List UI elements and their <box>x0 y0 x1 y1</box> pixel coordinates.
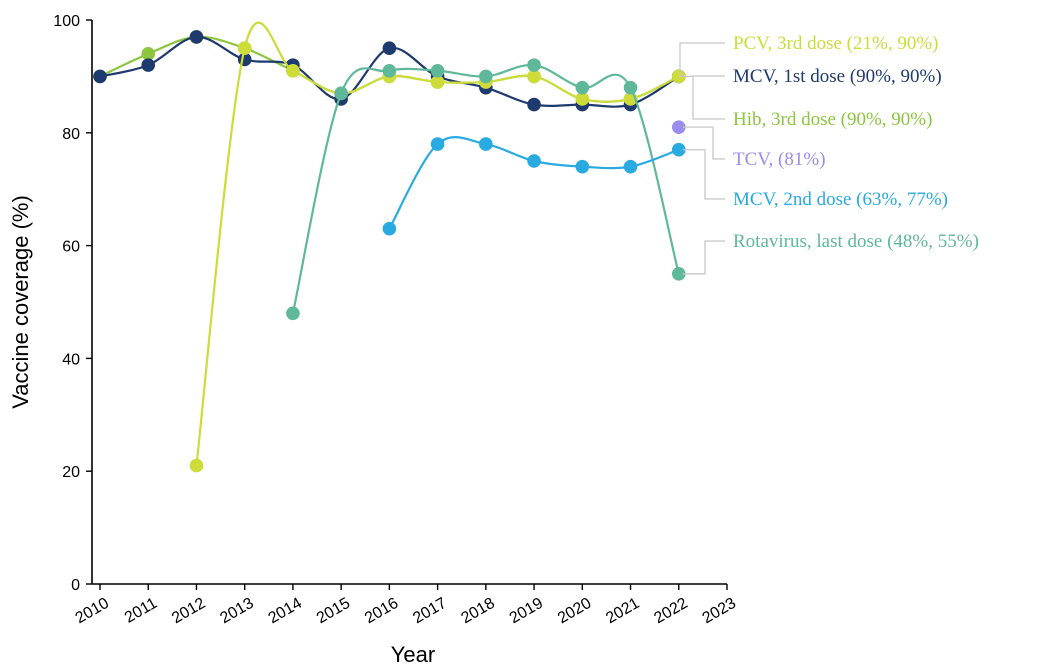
data-point <box>334 86 348 101</box>
x-tick-label: 2014 <box>266 595 305 628</box>
series-tcv <box>671 120 686 134</box>
data-point <box>382 63 397 78</box>
x-tick-label: 2013 <box>217 595 256 628</box>
data-point <box>93 69 107 84</box>
x-axis-title: Year <box>391 642 435 667</box>
x-tick-label: 2012 <box>169 595 208 628</box>
series-label-pcv-3rd-dose: PCV, 3rd dose (21%, 90%) <box>733 33 938 54</box>
x-tick-label: 2019 <box>507 595 546 628</box>
x-tick-label: 2010 <box>73 595 112 628</box>
series-label-rotavirus-last-dose: Rotavirus, last dose (48%, 55%) <box>733 231 979 252</box>
data-point <box>527 58 541 72</box>
y-tick-label: 40 <box>62 351 80 368</box>
data-point <box>671 142 686 157</box>
x-tick-label: 2023 <box>700 595 739 628</box>
series-pcv-3rd-dose <box>189 21 686 473</box>
data-point <box>141 47 156 61</box>
data-point <box>430 75 445 89</box>
label-leader-line <box>679 42 725 78</box>
x-tick-label: 2017 <box>410 595 449 628</box>
label-leader-line <box>682 126 725 160</box>
data-point <box>623 80 638 95</box>
series-lines <box>93 21 686 473</box>
data-point <box>575 80 590 95</box>
data-point <box>430 63 445 78</box>
x-tick-label: 2016 <box>362 595 401 628</box>
series-line-pcv-3rd-dose <box>195 21 680 466</box>
data-point <box>141 58 156 72</box>
data-point <box>527 69 541 84</box>
data-point <box>671 69 686 84</box>
data-point <box>237 41 252 55</box>
x-tick-label: 2018 <box>459 595 498 628</box>
data-point <box>623 159 638 174</box>
x-tick-label: 2015 <box>314 595 353 628</box>
x-tick-label: 2021 <box>603 595 642 628</box>
data-point <box>189 458 204 473</box>
label-leader-line <box>682 149 725 200</box>
series-line-rotavirus-last-dose <box>291 63 680 314</box>
series-mcv-2nd-dose <box>382 136 686 236</box>
series-line-mcv-2nd-dose <box>388 136 680 230</box>
series-rotavirus-last-dose <box>286 58 686 321</box>
data-point <box>479 69 493 84</box>
data-point <box>671 267 686 281</box>
y-tick-label: 0 <box>71 577 80 594</box>
data-point <box>382 221 397 236</box>
data-point <box>527 154 541 168</box>
data-point <box>527 97 541 112</box>
y-tick-label: 60 <box>62 239 80 256</box>
x-tick-label: 2011 <box>122 595 160 627</box>
series-label-hib-3rd-dose: Hib, 3rd dose (90%, 90%) <box>733 109 932 130</box>
series-label-mcv-2nd-dose: MCV, 2nd dose (63%, 77%) <box>733 189 948 210</box>
series-end-labels: PCV, 3rd dose (21%, 90%) MCV, 1st dose (9… <box>679 33 979 275</box>
label-leader-line <box>682 240 725 275</box>
y-tick-label: 80 <box>62 126 80 143</box>
x-tick-label: 2022 <box>651 595 690 628</box>
data-point <box>479 137 493 151</box>
data-point <box>189 30 204 44</box>
data-point <box>430 137 445 151</box>
data-point <box>286 63 300 78</box>
series-label-mcv-1st-dose: MCV, 1st dose (90%, 90%) <box>733 66 942 87</box>
data-point <box>382 41 397 55</box>
label-leader-line <box>682 75 725 120</box>
y-tick-label: 100 <box>53 13 80 30</box>
data-point <box>575 92 590 106</box>
data-point <box>286 306 300 321</box>
y-tick-label: 20 <box>62 464 80 481</box>
x-tick-label: 2020 <box>555 595 594 628</box>
data-point <box>671 120 686 134</box>
series-label-tcv: TCV, (81%) <box>733 149 826 170</box>
data-point <box>575 159 590 174</box>
y-axis-title: Vaccine coverage (%) <box>8 195 33 409</box>
